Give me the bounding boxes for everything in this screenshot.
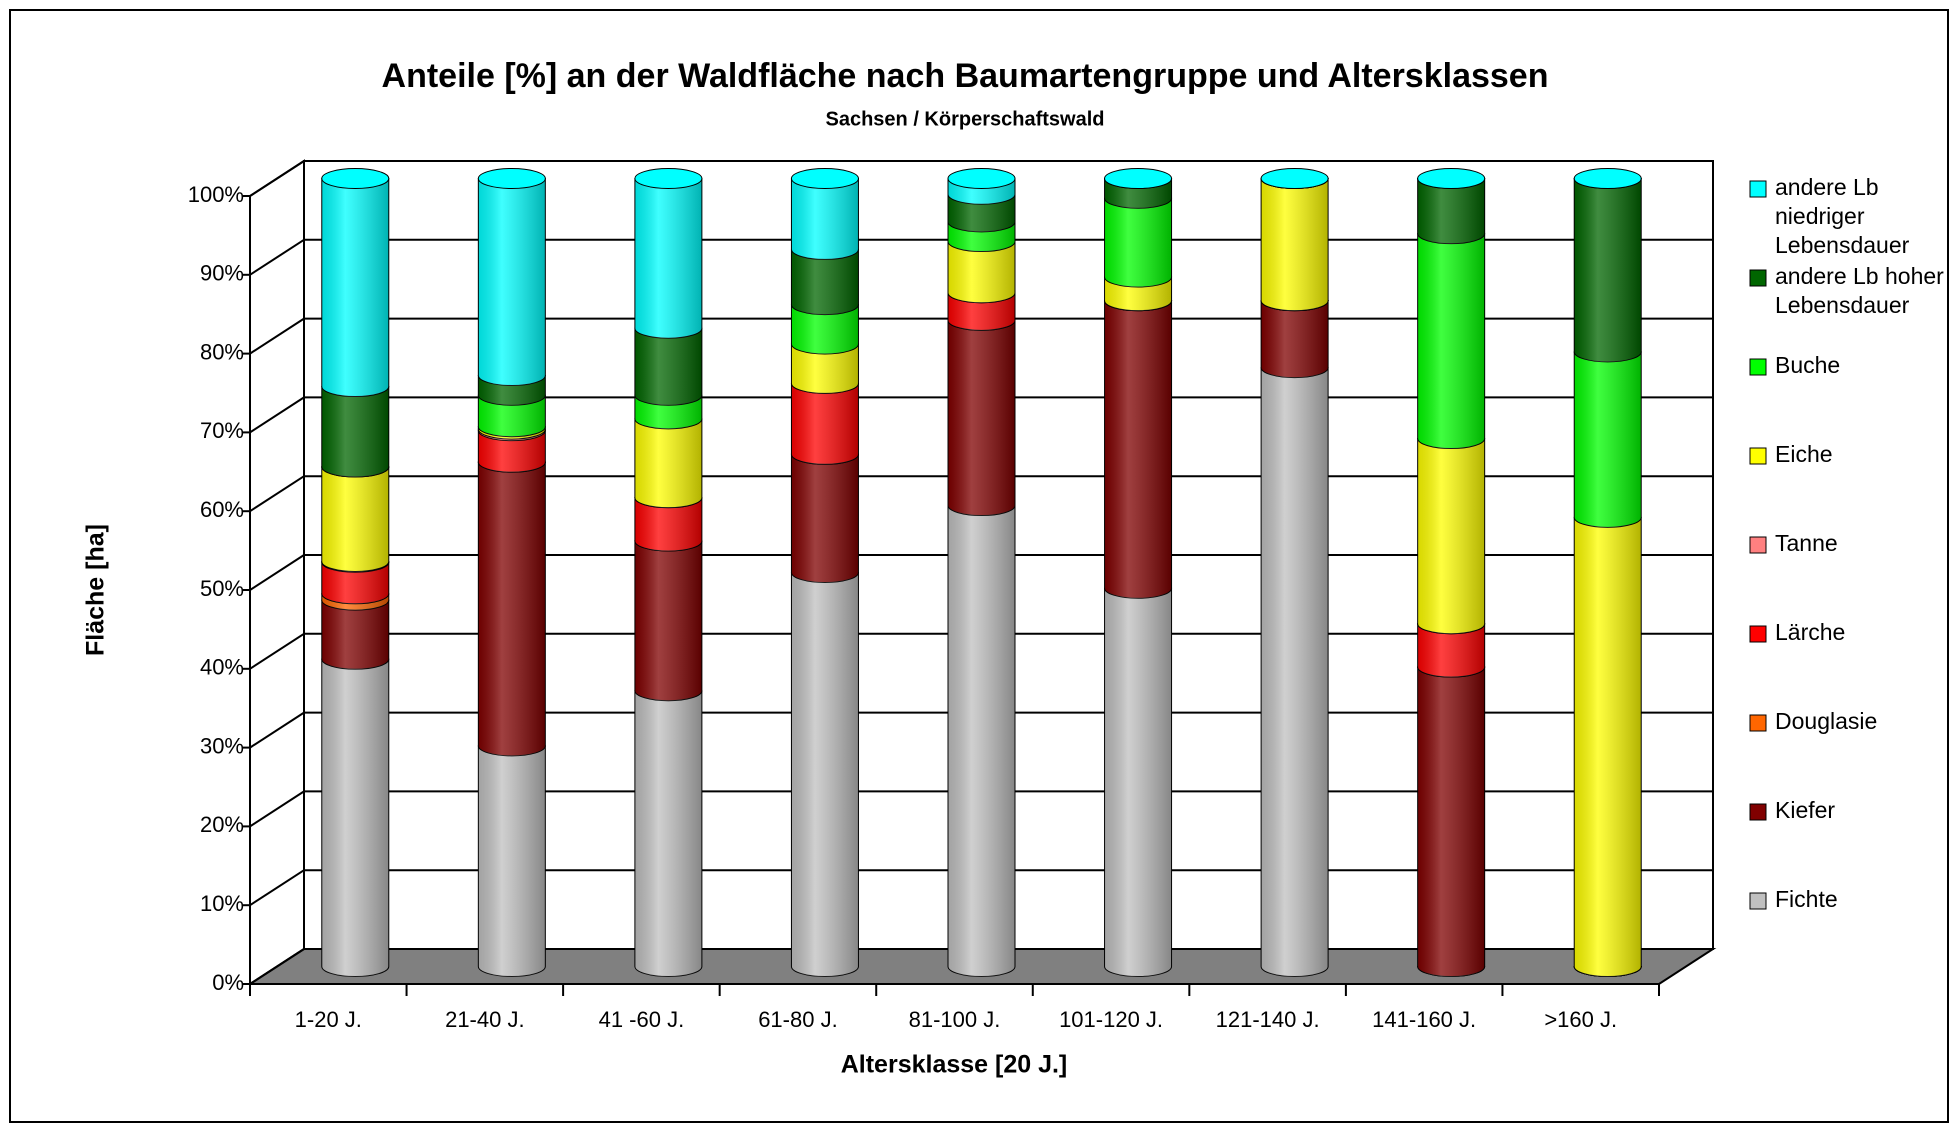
bar-segment [321,386,390,478]
bar-segment [1573,178,1642,363]
x-tick-label: >160 J. [1544,1007,1617,1032]
legend-swatch [1749,892,1767,910]
grid-line-side [249,790,305,828]
bar-segment [1573,516,1642,977]
legend-swatch [1749,714,1767,732]
bar-top [477,168,546,189]
x-tick-label: 1-20 J. [295,1007,362,1032]
bar-top [947,168,1016,189]
y-tick-label: 90% [200,261,244,286]
legend-swatch [1749,447,1767,465]
bar-segment [321,658,390,977]
bar-top [634,168,703,189]
bar-segment [634,418,703,509]
bar-top [1104,168,1173,189]
x-tick-label: 81-100 J. [909,1007,1001,1032]
bar-segment [790,178,859,260]
bar-segment [634,690,703,977]
legend-label: andere Lb niedriger Lebensdauer [1775,174,1910,258]
bar-segment [790,382,859,465]
grid-line-side [249,317,305,355]
bar-top [790,168,859,189]
legend-label: Buche [1775,352,1840,378]
bar-segment [321,466,390,572]
bar-segment [1260,178,1329,312]
y-tick-label: 0% [212,970,244,995]
bar-segment [634,540,703,702]
bar-segment [947,505,1016,977]
grid-line-side [249,160,305,197]
x-tick-label: 101-120 J. [1059,1007,1163,1032]
y-tick-label: 10% [200,891,244,916]
x-tick-label: 21-40 J. [445,1007,525,1032]
bar-top [1260,168,1329,189]
bar-segment [790,572,859,977]
bar-segment [1104,197,1173,288]
grid-line-side [249,869,305,907]
bar-segment [1104,300,1173,599]
y-tick-label: 100% [188,182,244,207]
bar-segment [1417,233,1486,450]
bar-segment [1417,666,1486,977]
bar-top [1417,168,1486,189]
x-axis-title: Altersklasse [20 J.] [841,1051,1068,1079]
bar-segment [1417,438,1486,635]
legend-label: andere Lb hoher Lebensdauer [1775,263,1944,318]
bar-segment [634,178,703,339]
bar-segment [1260,300,1329,379]
bar-segment [1573,351,1642,528]
y-tick-label: 30% [200,733,244,758]
legend-swatch [1749,803,1767,821]
grid-line-side [249,396,305,434]
y-tick-label: 80% [200,339,244,364]
legend-label: Tanne [1775,530,1838,556]
legend-label: Lärche [1775,619,1845,645]
x-tick-label: 41 -60 J. [599,1007,685,1032]
bar-top [1573,168,1642,189]
legend-swatch [1749,180,1767,198]
y-tick-label: 40% [200,655,244,680]
legend-label: Eiche [1775,441,1833,467]
grid-line-side [249,475,305,513]
grid-line-side [249,554,305,591]
grid-line-side [249,632,305,670]
legend-swatch [1749,625,1767,643]
x-tick-label: 61-80 J. [758,1007,838,1032]
bar-segment [1104,587,1173,977]
bar-segment [634,327,703,406]
legend-swatch [1749,269,1767,287]
legend-label: Kiefer [1775,797,1835,823]
bar-segment [947,319,1016,517]
bar-segment [790,453,859,583]
bar-top [321,168,390,189]
y-tick-label: 70% [200,418,244,443]
grid-line-side [249,711,305,749]
y-tick-label: 20% [200,812,244,837]
legend-swatch [1749,358,1767,376]
y-tick-label: 60% [200,497,244,522]
legend-label: Douglasie [1775,708,1877,734]
grid-line-side [249,948,305,985]
y-tick-label: 50% [200,576,244,601]
grid-line-side [249,238,305,276]
y-axis-title: Fläche [ha] [82,524,110,656]
chart-title: Anteile [%] an der Waldfläche nach Bauma… [382,57,1549,95]
bar-segment [321,178,390,398]
bar-segment [1260,367,1329,977]
bar-segment [477,461,546,757]
bar-segment [477,745,546,977]
legend-label: Fichte [1775,886,1838,912]
chart-subtitle: Sachsen / Körperschaftswald [826,108,1105,130]
x-tick-label: 121-140 J. [1216,1007,1320,1032]
x-tick-label: 141-160 J. [1372,1007,1476,1032]
legend-swatch [1749,536,1767,554]
bar-segment [477,178,546,386]
